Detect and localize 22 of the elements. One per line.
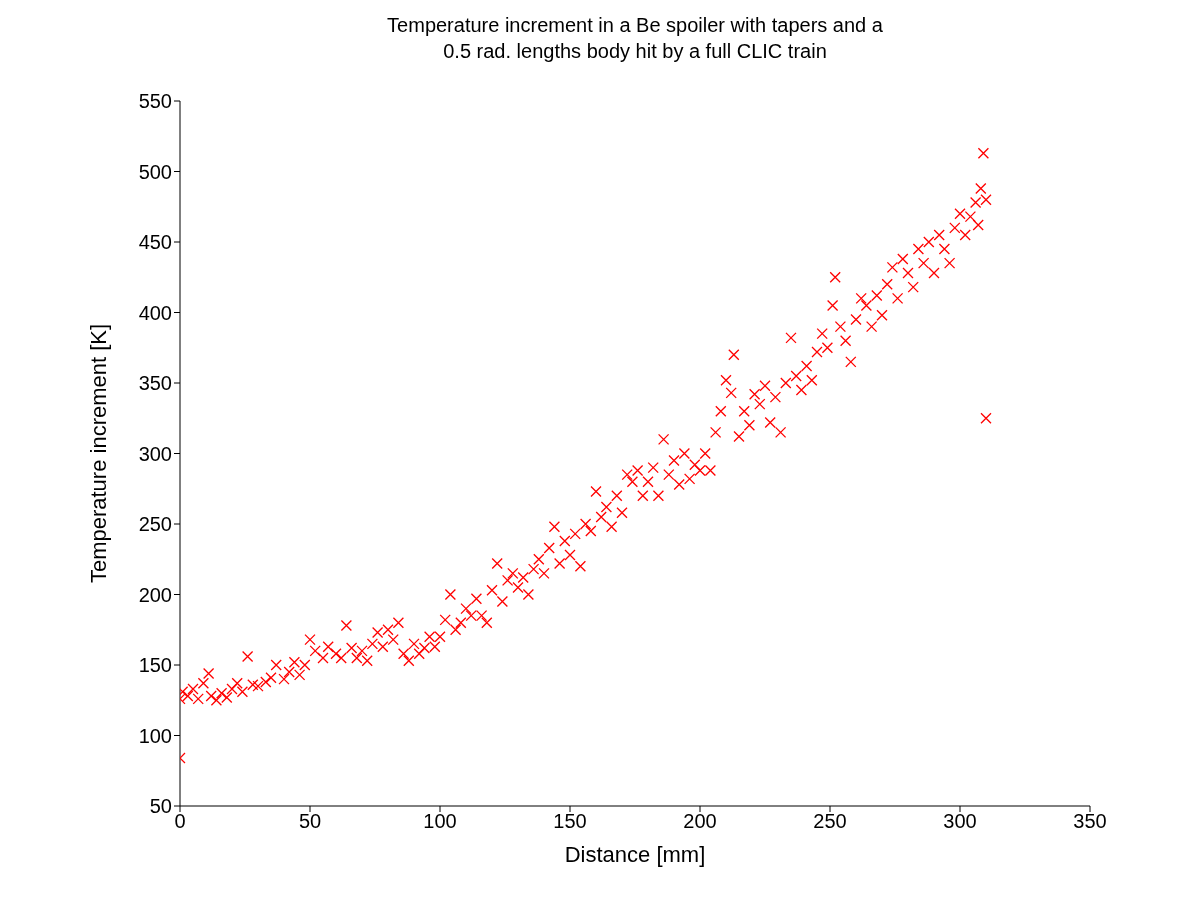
y-tick-label: 200 xyxy=(138,583,172,606)
x-tick-label: 200 xyxy=(683,810,717,833)
y-tick-label: 400 xyxy=(138,301,172,324)
y-tick-label: 250 xyxy=(138,513,172,536)
x-axis-title: Distance [mm] xyxy=(564,842,706,867)
y-tick-label: 550 xyxy=(138,90,172,113)
y-tick-label: 50 xyxy=(149,795,172,818)
y-tick-label: 100 xyxy=(138,724,172,747)
y-tick-label: 150 xyxy=(138,654,172,677)
x-tick-label: 150 xyxy=(553,810,587,833)
x-tick-label: 50 xyxy=(298,810,322,833)
y-axis-title: Temperature increment [K] xyxy=(85,323,111,584)
x-tick-label: 100 xyxy=(423,810,457,833)
y-tick-label: 300 xyxy=(138,442,172,465)
y-tick-label: 450 xyxy=(138,231,172,254)
x-tick-label: 300 xyxy=(943,810,977,833)
x-tick-label: 250 xyxy=(813,810,847,833)
x-tick-label: 0 xyxy=(174,810,186,833)
y-tick-label: 350 xyxy=(138,372,172,395)
x-tick-label: 350 xyxy=(1073,810,1107,833)
chart-title: Temperature increment in a Be spoiler with tapers and a 0.5 rad. lengths body hit by a full CLIC train xyxy=(386,13,884,64)
y-tick-label: 500 xyxy=(138,160,172,183)
